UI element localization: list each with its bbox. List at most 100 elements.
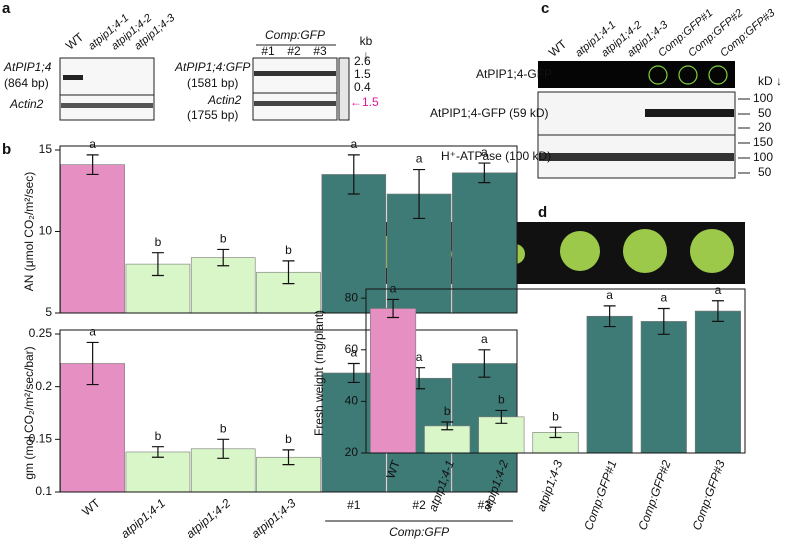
ladder-label: 0.4: [354, 80, 371, 94]
marker-label: 100: [753, 91, 773, 105]
error-bar: [86, 341, 99, 386]
y-tick-label: 0.25: [29, 326, 53, 340]
x-tick-label: Comp:GFP#3: [689, 458, 727, 532]
panel-label: d: [538, 204, 547, 221]
significance-letter: b: [285, 243, 292, 257]
gel-box: [252, 57, 338, 121]
row-label: AtPIP1;4-GFP: [476, 67, 552, 81]
bar: [190, 257, 256, 314]
x-tick-label: #2: [412, 498, 426, 512]
ladder-label: ←1.5: [350, 95, 379, 109]
y-axis-label: Fresh weight (mg/plant): [312, 310, 326, 436]
error-bar: [347, 154, 360, 195]
gel-box: [59, 57, 155, 121]
y-tick-label: 5: [45, 305, 52, 319]
bar: [586, 315, 633, 454]
y-tick-label: 10: [39, 224, 53, 238]
bar: [694, 310, 741, 454]
error-bar: [413, 168, 426, 220]
y-tick-label: 0.1: [35, 484, 52, 498]
y-tick-label: 40: [345, 394, 359, 408]
row-label: (1581 bp): [187, 76, 238, 90]
significance-letter: b: [155, 429, 162, 443]
bar: [452, 172, 517, 314]
error-bar: [478, 162, 491, 184]
ladder-arrow: ↓: [363, 48, 369, 62]
significance-letter: b: [220, 232, 227, 246]
row-label: AtPIP1;4: [3, 60, 52, 74]
x-tick-label: WT: [383, 458, 403, 481]
plot-frame: [59, 145, 518, 314]
y-tick-label: 20: [345, 445, 359, 459]
bar: [370, 308, 417, 454]
lane-label: #3: [313, 44, 327, 58]
x-tick-label: #3: [478, 498, 492, 512]
group-label: Comp:GFP: [265, 28, 325, 42]
bar: [478, 416, 525, 454]
significance-letter: b: [155, 235, 162, 249]
x-tick-label: #1: [347, 498, 361, 512]
significance-letter: b: [498, 393, 505, 407]
error-bar: [347, 362, 360, 384]
y-tick-label: 0.15: [29, 432, 53, 446]
significance-letter: a: [660, 291, 667, 305]
plot-frame: [59, 329, 518, 493]
gfp-strip: [538, 61, 735, 88]
plant: [623, 229, 667, 273]
bar: [60, 164, 125, 314]
panel-label: b: [2, 141, 11, 158]
group-label: Comp:GFP: [389, 525, 449, 539]
gfp-cell: [708, 65, 728, 85]
error-bar: [282, 449, 295, 466]
blot-band: [539, 153, 734, 161]
marker-label: 50: [758, 106, 772, 120]
marker-unit: kD ↓: [758, 74, 782, 88]
significance-letter: a: [481, 145, 488, 159]
significance-letter: a: [416, 152, 423, 166]
error-bar: [711, 300, 724, 322]
ladder-label: 1.5: [354, 67, 371, 81]
significance-letter: b: [552, 409, 559, 423]
lane-label: #1: [261, 44, 275, 58]
ladder-unit: kb: [360, 34, 373, 48]
marker-label: 100: [753, 150, 773, 164]
row-label: AtPIP1;4:GFP: [174, 60, 250, 74]
lane-label: WT: [63, 30, 87, 53]
significance-letter: b: [444, 404, 451, 418]
ladder-label: 2.6: [354, 54, 371, 68]
bar: [125, 451, 191, 493]
panel-label: a: [2, 0, 11, 17]
x-tick-label: atpip1;4-3: [534, 458, 566, 513]
marker-label: 50: [758, 165, 772, 179]
x-tick-label: WT: [79, 496, 103, 519]
plot-frame: [365, 288, 746, 454]
row-label: AtPIP1;4-GFP (59 kD): [430, 106, 548, 120]
error-bar: [217, 248, 230, 267]
x-tick-label: Comp:GFP#1: [581, 458, 619, 532]
gel-band: [254, 101, 336, 106]
y-axis-label: gm (mol CO₂/m²/sec/bar): [22, 346, 36, 479]
significance-letter: b: [285, 432, 292, 446]
significance-letter: a: [89, 325, 96, 339]
y-axis-label: AN (μmol CO₂/m²/sec): [22, 172, 36, 292]
lane-label: WT: [546, 37, 570, 60]
marker-label: 20: [758, 120, 772, 134]
x-tick-label: atpip1;4-1: [118, 496, 168, 541]
gel-right: Comp:GFP #1 #2 #3 AtPIP1;4:GFP (1581 bp)…: [174, 28, 379, 122]
blot: WT atpip1;4-1 atpip1;4-2 atpip1;4-3 Comp…: [430, 7, 782, 180]
row-label: Actin2: [9, 97, 44, 111]
error-bar: [387, 298, 400, 319]
ladder: [338, 57, 350, 121]
error-bar: [441, 421, 454, 431]
error-bar: [217, 438, 230, 459]
gel-band: [63, 75, 83, 80]
row-label: H⁺-ATPase (100 kD): [441, 149, 551, 163]
significance-letter: b: [220, 422, 227, 436]
error-bar: [478, 349, 491, 378]
error-bar: [603, 305, 616, 328]
row-label: (864 bp): [4, 76, 49, 90]
gel-left: WT atpip1;4-1 atpip1;4-2 atpip1;4-3 AtPI…: [3, 11, 178, 121]
gel-band: [61, 103, 153, 108]
gfp-cell: [678, 65, 698, 85]
